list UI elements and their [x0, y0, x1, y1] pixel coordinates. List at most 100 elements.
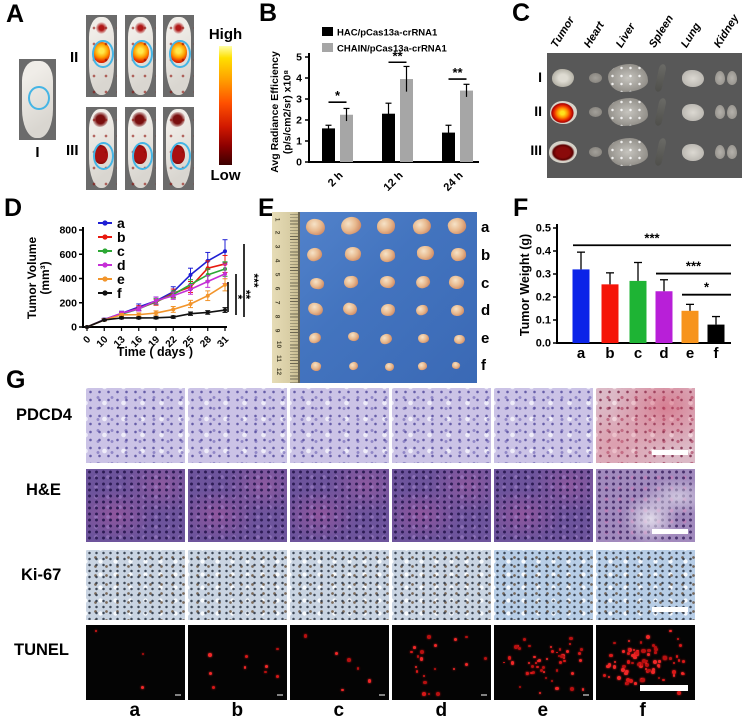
- tunel-positive-cell: [644, 661, 647, 664]
- tumor-organ: [552, 69, 574, 87]
- g-column-label: f: [639, 700, 646, 721]
- tunel-positive-cell: [570, 671, 575, 676]
- he-stain-image: [188, 469, 287, 542]
- tunel-positive-cell: [550, 679, 553, 682]
- tunel-positive-cell: [640, 663, 644, 666]
- svg-text:400: 400: [59, 273, 77, 285]
- tunel-positive-cell: [627, 639, 631, 643]
- tunel-positive-cell: [654, 647, 658, 651]
- tunel-positive-cell: [620, 668, 625, 672]
- tunel-positive-cell: [423, 680, 427, 685]
- tunel-positive-cell: [243, 665, 247, 669]
- tunel-positive-cell: [303, 634, 308, 638]
- kidney-organ: [714, 104, 738, 120]
- panel-a-mouse-images: [0, 0, 260, 195]
- kidney-organ: [714, 144, 738, 160]
- svg-text:600: 600: [59, 249, 77, 261]
- roi-circle: [169, 39, 191, 69]
- tunel-positive-cell: [483, 656, 488, 661]
- tunel-positive-cell: [412, 646, 416, 650]
- svg-text:b: b: [117, 229, 126, 245]
- tunel-positive-cell: [507, 655, 512, 660]
- svg-text:b: b: [605, 345, 614, 362]
- tunel-positive-cell: [578, 651, 582, 655]
- panel-b-label: B: [259, 0, 278, 27]
- tunel-positive-cell: [656, 663, 660, 668]
- tunel-positive-cell: [529, 671, 533, 675]
- tunel-positive-cell: [334, 651, 338, 655]
- tumor-row-label: f: [481, 357, 486, 374]
- tunel-positive-cell: [634, 682, 637, 685]
- svg-text:(p/s/cm2/sr) x10⁸: (p/s/cm2/sr) x10⁸: [282, 70, 294, 154]
- svg-text:0.0: 0.0: [536, 338, 551, 350]
- organ-row-label: II: [534, 103, 542, 119]
- tunel-positive-cell: [95, 630, 98, 633]
- tunel-positive-cell: [682, 660, 685, 664]
- mouse-image: [19, 59, 56, 140]
- tumor-row-label: d: [481, 302, 491, 319]
- tunel-positive-cell: [580, 648, 584, 652]
- tunel-stain-image: [494, 625, 593, 700]
- tunel-positive-cell: [558, 655, 561, 658]
- tunel-positive-cell: [641, 659, 646, 664]
- svg-text:*: *: [231, 295, 245, 300]
- tunel-positive-cell: [645, 662, 650, 667]
- ruler-ticks: [290, 212, 298, 383]
- heart-organ: [589, 73, 602, 83]
- tunel-positive-cell: [419, 657, 424, 661]
- roi-circle: [131, 141, 153, 170]
- tunel-positive-cell: [516, 644, 520, 648]
- tunel-positive-cell: [502, 661, 505, 664]
- tunel-positive-cell: [622, 664, 626, 669]
- g-column-label: c: [333, 700, 345, 721]
- g-column-label: e: [537, 700, 549, 721]
- liver-organ: [608, 138, 648, 166]
- svg-text:0.2: 0.2: [536, 292, 551, 304]
- tunel-positive-cell: [603, 673, 607, 677]
- svg-text:e: e: [686, 345, 694, 362]
- tunel-positive-cell: [414, 665, 417, 668]
- svg-text:0.1: 0.1: [536, 315, 551, 327]
- tunel-positive-cell: [558, 648, 561, 651]
- svg-text:0.4: 0.4: [536, 246, 552, 258]
- g-row-label-he: H&E: [26, 481, 61, 499]
- tunel-positive-cell: [631, 661, 635, 665]
- scale-mark: [379, 694, 385, 696]
- tunel-positive-cell: [276, 675, 280, 678]
- tunel-positive-cell: [569, 637, 573, 641]
- tunel-positive-cell: [609, 653, 613, 658]
- tunel-positive-cell: [537, 659, 540, 662]
- tunel-positive-cell: [453, 637, 458, 641]
- tunel-positive-cell: [527, 661, 530, 664]
- tunel-positive-cell: [672, 670, 676, 675]
- tunel-positive-cell: [607, 663, 612, 667]
- tunel-positive-cell: [420, 650, 424, 654]
- svg-text:d: d: [659, 345, 668, 362]
- tunel-positive-cell: [528, 644, 531, 647]
- tunel-positive-cell: [423, 674, 426, 677]
- tunel-positive-cell: [632, 649, 636, 652]
- svg-text:4: 4: [296, 73, 302, 85]
- svg-text:a: a: [577, 345, 586, 362]
- tunel-positive-cell: [141, 653, 144, 655]
- tunel-positive-cell: [628, 647, 633, 652]
- svg-text:Avg Radiance Efficiency: Avg Radiance Efficiency: [269, 51, 281, 173]
- mouse-image: [86, 107, 117, 190]
- tunel-positive-cell: [647, 652, 651, 656]
- svg-text:2: 2: [296, 115, 302, 127]
- tunel-positive-cell: [436, 692, 441, 696]
- tunel-positive-cell: [613, 665, 617, 669]
- tunel-positive-cell: [545, 657, 548, 660]
- lung-organ: [682, 69, 704, 87]
- tunel-positive-cell: [624, 671, 629, 676]
- tunel-positive-cell: [538, 659, 542, 663]
- tunel-positive-cell: [555, 669, 559, 673]
- tunel-positive-cell: [641, 678, 646, 682]
- roi-circle: [169, 141, 191, 170]
- tunel-positive-cell: [663, 656, 667, 660]
- tunel-positive-cell: [650, 670, 655, 675]
- pdcd4-stain-image: [86, 388, 185, 463]
- svg-text:0.3: 0.3: [536, 269, 551, 281]
